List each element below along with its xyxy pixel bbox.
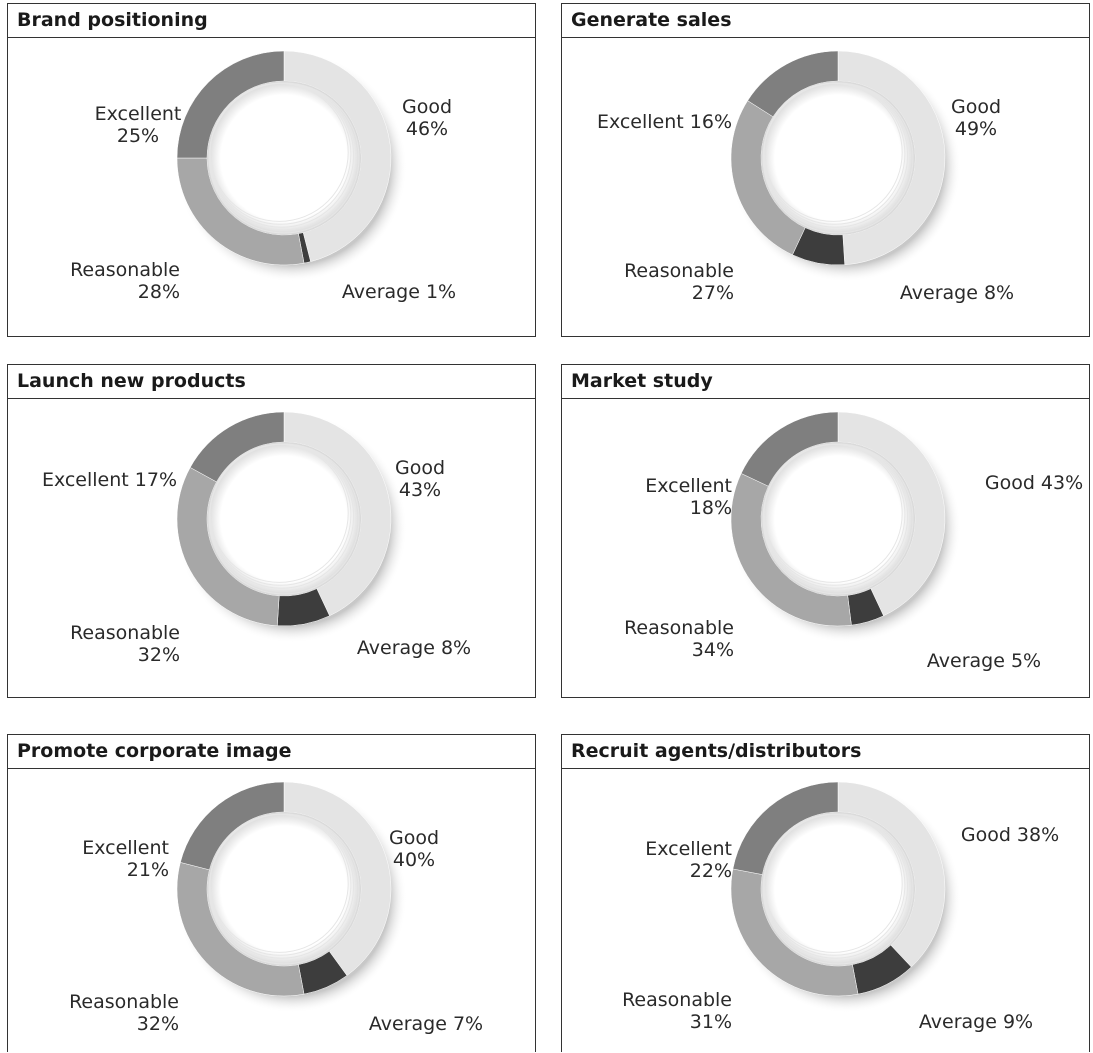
slice-label-good: Good 38% [961, 824, 1059, 846]
slice-label-excellent: Excellent 16% [597, 111, 732, 133]
slice-label-average: Average 7% [369, 1013, 483, 1035]
chart-title: Recruit agents/distributors [562, 735, 1089, 769]
slice-label-average: Average 9% [919, 1011, 1033, 1033]
slice-label-good: Good 49% [951, 96, 1001, 140]
chart-title: Market study [562, 365, 1089, 399]
slice-label-reasonable: Reasonable 32% [70, 622, 180, 666]
donut-chart: Good 40% Average 7% Reasonable 32% Excellent 2… [69, 781, 483, 1035]
slice-label-average: Average 8% [357, 637, 471, 659]
slice-label-excellent: Excellent 22% [645, 838, 732, 882]
slice-label-reasonable: Reasonable 27% [624, 260, 734, 304]
donut-bevel-ring [763, 82, 903, 222]
slice-label-average: Average 8% [900, 282, 1014, 304]
chart-panel-market-study: Market study Good 43% Average 5% Reasonabl… [561, 364, 1090, 698]
donut-bevel-ring [763, 443, 903, 583]
chart-title: Brand positioning [8, 4, 535, 38]
chart-panel-generate-sales: Generate sales Good 49% Average 8% Reasonab… [561, 3, 1090, 337]
donut-chart: Good 49% Average 8% Reasonable 27% Excellent … [597, 50, 1014, 304]
chart-title: Launch new products [8, 365, 535, 399]
slice-label-good: Good 43% [395, 457, 445, 501]
slice-label-good: Good 43% [985, 472, 1083, 494]
donut-hole [761, 442, 915, 596]
donut-chart: Good 43% Average 5% Reasonable 34% Excellent… [624, 411, 1083, 672]
donut-chart: Good 43% Average 8% Reasonable 32% Excellent … [42, 411, 471, 666]
donut-hole [761, 81, 915, 235]
slice-label-excellent: Excellent 25% [95, 103, 182, 147]
chart-panel-recruit-agents-distributors: Recruit agents/distributors Good 38% Aver… [561, 734, 1090, 1052]
slice-label-good: Good 46% [402, 96, 452, 140]
chart-title: Generate sales [562, 4, 1089, 38]
donut-chart: Good 46% Average 1% Reasonable 28% Excellent 2… [70, 50, 456, 303]
slice-label-reasonable: Reasonable 31% [622, 989, 732, 1033]
slice-label-excellent: Excellent 18% [645, 475, 732, 519]
donut-chart: Good 38% Average 9% Reasonable 31% Excellent… [622, 781, 1059, 1033]
donut-bevel-ring [209, 443, 349, 583]
slice-label-excellent: Excellent 21% [82, 837, 169, 881]
slice-label-average: Average 5% [927, 650, 1041, 672]
slice-label-good: Good 40% [389, 827, 439, 871]
donut-hole [207, 81, 361, 235]
donut-hole [207, 442, 361, 596]
slice-label-reasonable: Reasonable 34% [624, 617, 734, 661]
chart-panel-brand-positioning: Brand positioning Good 46% Average 1% Reaso… [7, 3, 536, 337]
donut-bevel-ring [209, 813, 349, 953]
slice-label-average: Average 1% [342, 281, 456, 303]
slice-label-reasonable: Reasonable 28% [70, 259, 180, 303]
donut-bevel-ring [763, 813, 903, 953]
donut-bevel-ring [209, 82, 349, 222]
slice-label-reasonable: Reasonable 32% [69, 991, 179, 1035]
chart-panel-launch-new-products: Launch new products Good 43% Average 8% Rea… [7, 364, 536, 698]
chart-panel-promote-corporate-image: Promote corporate image Good 40% Average 7… [7, 734, 536, 1052]
donut-hole [761, 812, 915, 966]
chart-title: Promote corporate image [8, 735, 535, 769]
slice-label-excellent: Excellent 17% [42, 469, 177, 491]
donut-hole [207, 812, 361, 966]
